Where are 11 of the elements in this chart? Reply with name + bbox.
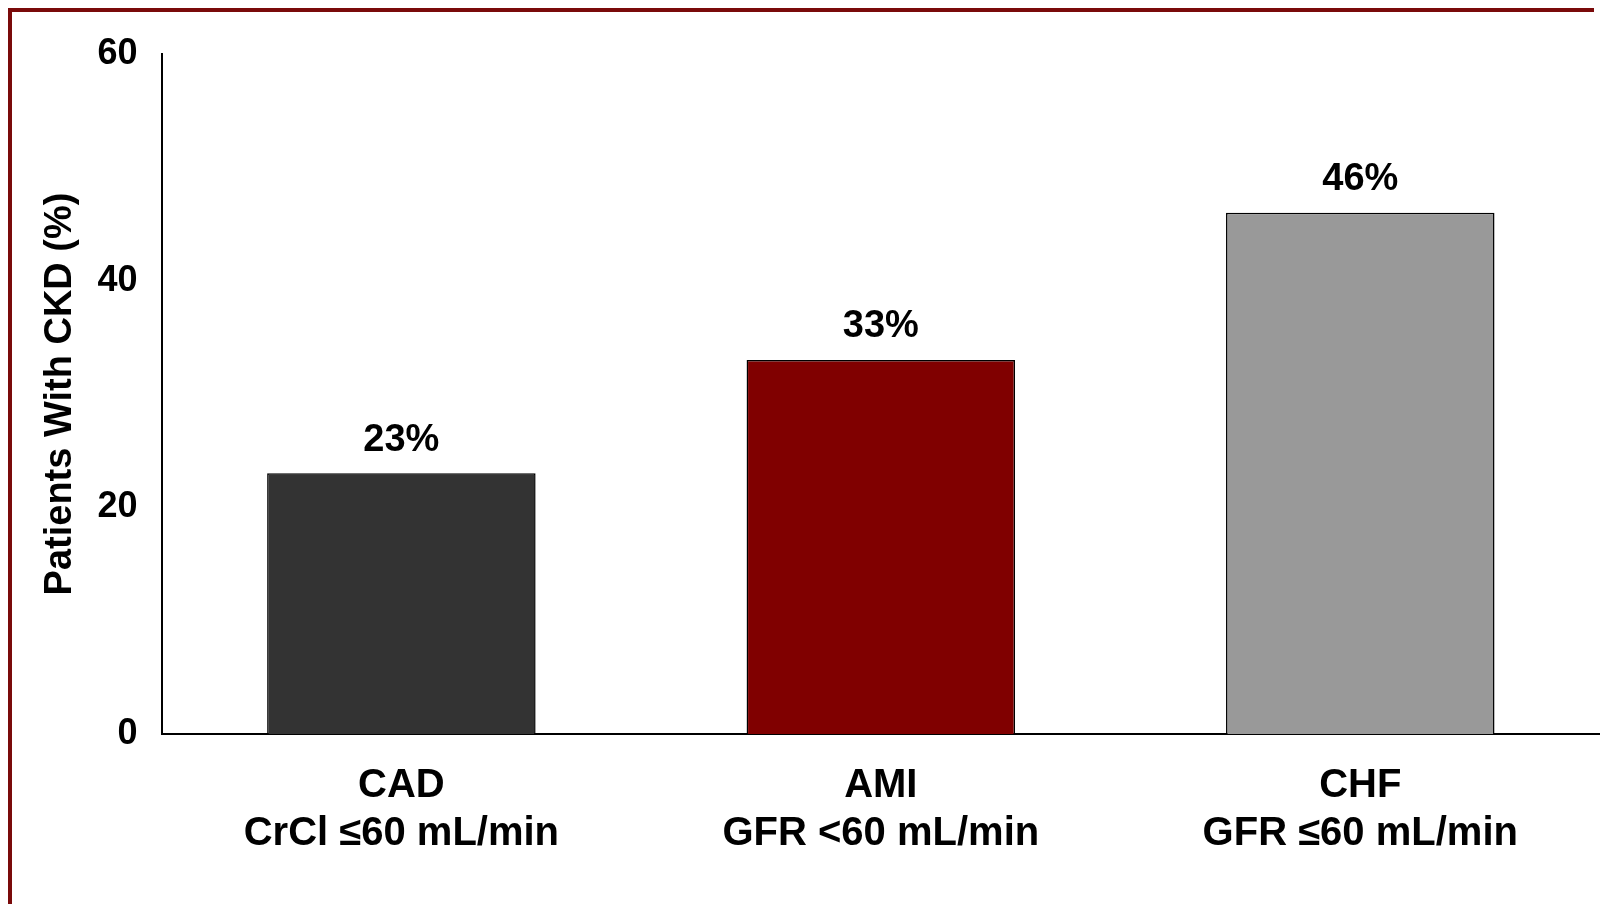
y-tick-label: 0 [117, 710, 138, 752]
x-tick-label: AMI GFR <60 mL/min [722, 761, 1040, 854]
data-label: 23% [363, 416, 440, 459]
y-tick-label: 40 [97, 257, 138, 299]
y-axis-title: Patients With CKD (%) [37, 192, 80, 596]
x-tick-label: CAD CrCl ≤60 mL/min [243, 761, 560, 854]
y-tick-label: 20 [97, 484, 138, 526]
x-tick-label: CHF GFR ≤60 mL/min [1202, 761, 1518, 854]
data-label: 46% [1322, 156, 1399, 199]
y-tick-label: 60 [97, 30, 138, 72]
data-label: 33% [842, 303, 919, 346]
